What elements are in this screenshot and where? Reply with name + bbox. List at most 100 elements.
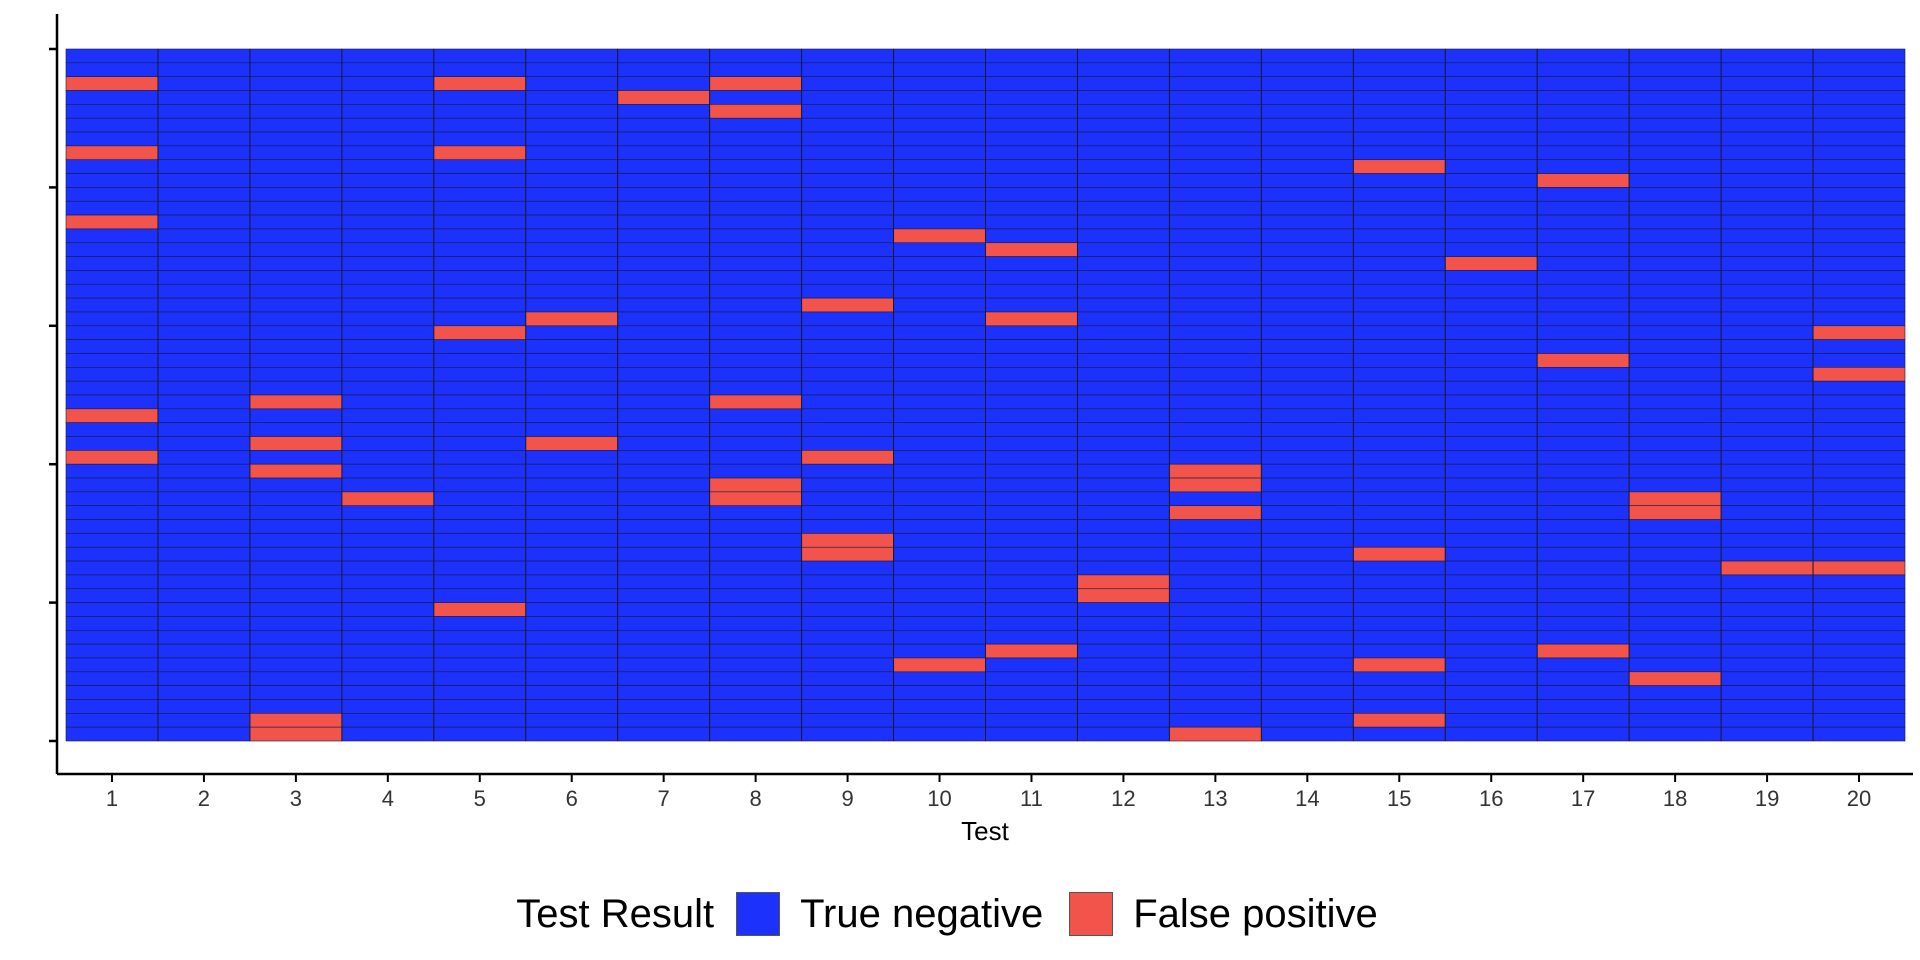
cell-true-negative	[1353, 699, 1446, 714]
cell-true-negative	[341, 657, 435, 673]
cell-true-negative	[801, 76, 894, 91]
cell-true-negative	[617, 408, 710, 423]
cell-true-negative	[157, 533, 251, 548]
cell-true-negative	[985, 173, 1078, 188]
cell-true-negative	[1628, 685, 1722, 700]
cell-true-negative	[433, 283, 527, 299]
cell-true-negative	[985, 519, 1078, 534]
cell-true-negative	[985, 117, 1078, 133]
cell-true-negative	[617, 367, 710, 382]
cell-true-negative	[1628, 76, 1722, 91]
cell-true-negative	[525, 297, 618, 313]
cell-true-negative	[1077, 685, 1170, 700]
cell-true-negative	[801, 48, 894, 64]
cell-true-negative	[1812, 117, 1906, 133]
cell-true-negative	[1077, 671, 1170, 686]
cell-true-negative	[433, 131, 527, 147]
cell-true-negative	[433, 353, 527, 368]
cell-true-negative	[525, 574, 618, 590]
cell-true-negative	[1536, 200, 1630, 216]
cell-true-negative	[1444, 200, 1538, 216]
cell-true-negative	[1261, 325, 1354, 340]
cell-true-negative	[801, 408, 894, 423]
cell-true-negative	[1812, 422, 1906, 437]
cell-true-negative	[1077, 505, 1170, 520]
cell-true-negative	[433, 48, 527, 64]
cell-true-negative	[893, 713, 986, 728]
cell-true-negative	[1261, 477, 1354, 493]
cell-true-negative	[1444, 533, 1538, 548]
cell-true-negative	[1628, 713, 1722, 728]
cell-true-negative	[249, 491, 343, 507]
cell-true-negative	[341, 685, 435, 700]
cell-true-negative	[1720, 145, 1814, 161]
cell-true-negative	[1261, 657, 1354, 673]
cell-true-negative	[1077, 477, 1170, 493]
cell-true-negative	[157, 90, 251, 105]
cell-true-negative	[341, 574, 435, 590]
cell-true-negative	[433, 62, 527, 77]
cell-true-negative	[1812, 339, 1906, 354]
cell-true-negative	[65, 463, 159, 479]
cell-true-negative	[525, 602, 618, 617]
legend-item-true-negative: True negative	[736, 892, 1043, 937]
cell-true-negative	[1720, 533, 1814, 548]
cell-true-negative	[801, 145, 894, 161]
cell-true-negative	[1353, 76, 1446, 91]
cell-true-negative	[525, 145, 618, 161]
cell-true-negative	[1720, 671, 1814, 686]
cell-true-negative	[341, 643, 435, 659]
cell-true-negative	[65, 187, 159, 202]
cell-true-negative	[341, 436, 435, 451]
cell-true-negative	[985, 90, 1078, 105]
cell-true-negative	[433, 311, 527, 327]
cell-true-negative	[709, 450, 802, 465]
legend-swatch-false-positive	[1069, 892, 1114, 936]
cell-true-negative	[893, 560, 986, 576]
cell-true-negative	[1169, 588, 1262, 603]
cell-false-positive	[525, 436, 618, 451]
cell-false-positive	[617, 90, 710, 105]
cell-true-negative	[617, 699, 710, 714]
cell-true-negative	[1444, 311, 1538, 327]
cell-true-negative	[709, 713, 802, 728]
cell-true-negative	[1444, 159, 1538, 174]
cell-true-negative	[801, 436, 894, 451]
cell-true-negative	[1536, 629, 1630, 645]
cell-true-negative	[985, 48, 1078, 64]
cell-true-negative	[709, 228, 802, 244]
cell-true-negative	[1444, 519, 1538, 534]
cell-true-negative	[893, 187, 986, 202]
cell-true-negative	[341, 131, 435, 147]
cell-true-negative	[1261, 367, 1354, 382]
cell-true-negative	[1444, 117, 1538, 133]
cell-true-negative	[1812, 546, 1906, 562]
cell-true-negative	[157, 657, 251, 673]
cell-true-negative	[341, 311, 435, 327]
cell-true-negative	[1812, 463, 1906, 479]
cell-true-negative	[65, 546, 159, 562]
cell-true-negative	[1536, 519, 1630, 534]
cell-true-negative	[1077, 117, 1170, 133]
cell-true-negative	[1353, 256, 1446, 271]
cell-true-negative	[525, 325, 618, 340]
cell-true-negative	[801, 380, 894, 396]
cell-true-negative	[1261, 297, 1354, 313]
cell-true-negative	[1169, 76, 1262, 91]
cell-true-negative	[1261, 270, 1354, 285]
cell-true-negative	[1169, 671, 1262, 686]
cell-true-negative	[801, 477, 894, 493]
cell-true-negative	[1720, 353, 1814, 368]
cell-true-negative	[249, 159, 343, 174]
cell-true-negative	[985, 505, 1078, 520]
cell-false-positive	[709, 491, 802, 507]
cell-true-negative	[1812, 713, 1906, 728]
cell-true-negative	[985, 214, 1078, 230]
cell-true-negative	[801, 159, 894, 174]
cell-true-negative	[1812, 574, 1906, 590]
cell-true-negative	[525, 256, 618, 271]
cell-true-negative	[1077, 200, 1170, 216]
cell-true-negative	[157, 699, 251, 714]
cell-false-positive	[1077, 574, 1170, 590]
cell-true-negative	[65, 173, 159, 188]
